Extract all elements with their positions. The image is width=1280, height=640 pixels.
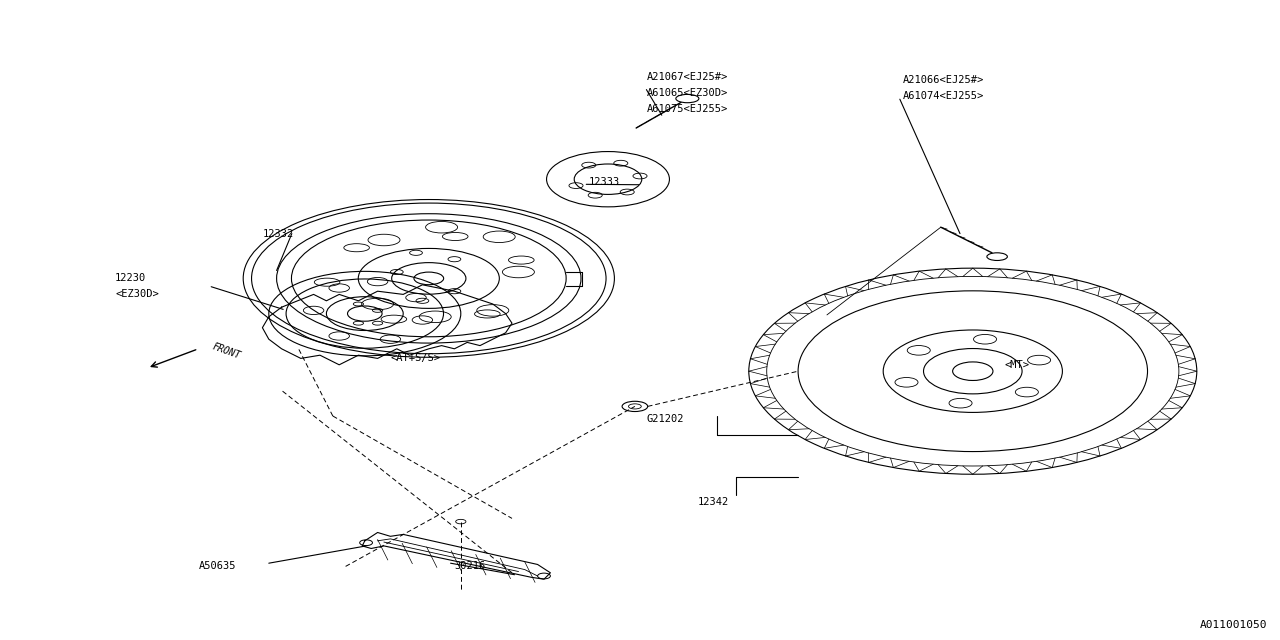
Text: G21202: G21202 (646, 414, 684, 424)
Text: A50635: A50635 (198, 561, 236, 572)
Text: A61075<EJ255>: A61075<EJ255> (646, 104, 727, 114)
Text: FRONT: FRONT (211, 341, 242, 360)
Text: A21067<EJ25#>: A21067<EJ25#> (646, 72, 727, 82)
Text: 12342: 12342 (698, 497, 728, 508)
Text: <AT+S/S>: <AT+S/S> (390, 353, 440, 364)
Text: 30216: 30216 (454, 561, 485, 572)
Text: <EZ30D>: <EZ30D> (115, 289, 159, 300)
Text: 12332: 12332 (262, 228, 293, 239)
Text: 12230: 12230 (115, 273, 146, 284)
Text: A61065<EZ30D>: A61065<EZ30D> (646, 88, 727, 98)
Text: A011001050: A011001050 (1199, 620, 1267, 630)
Text: A21066<EJ25#>: A21066<EJ25#> (902, 75, 983, 85)
Text: 12333: 12333 (589, 177, 620, 188)
Text: <MT>: <MT> (1005, 360, 1030, 370)
Text: A61074<EJ255>: A61074<EJ255> (902, 91, 983, 101)
